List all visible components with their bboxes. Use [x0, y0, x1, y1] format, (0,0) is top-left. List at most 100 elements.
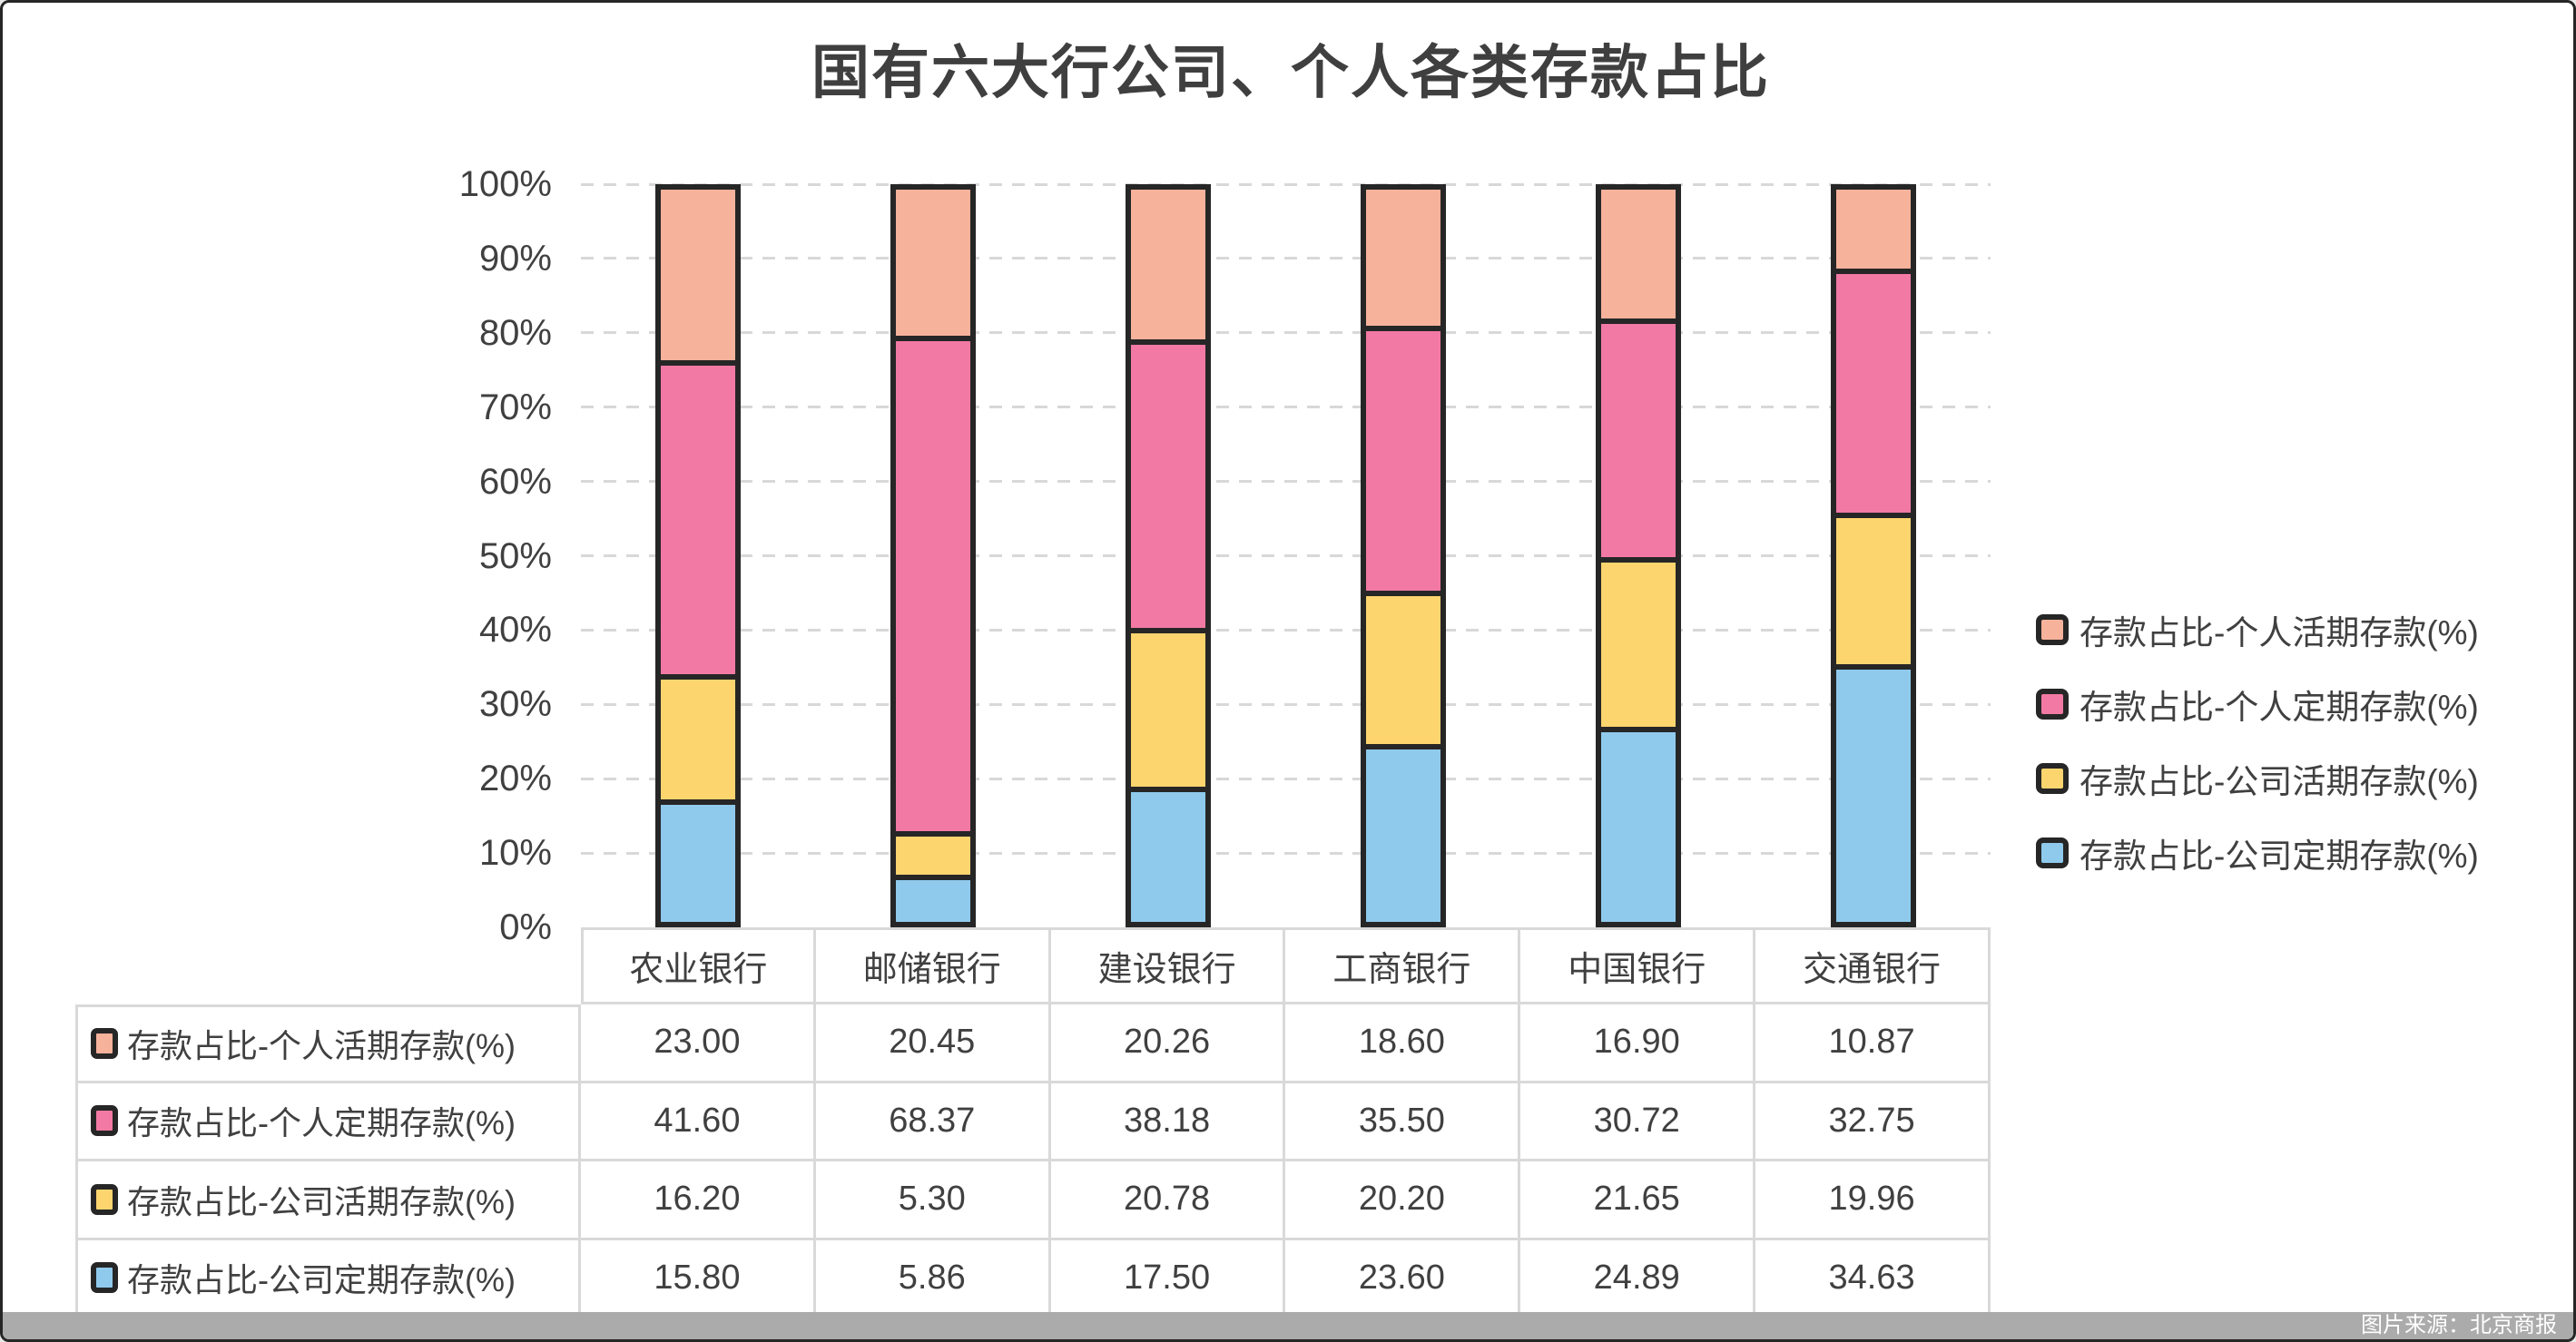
bar-segment — [1835, 663, 1911, 922]
chart-title: 国有六大行公司、个人各类存款占比 — [811, 40, 1770, 105]
table-row-label: 存款占比-个人定期存款(%) — [75, 1082, 581, 1161]
bar-segment — [1835, 269, 1911, 514]
row-marker-icon — [91, 1105, 118, 1137]
y-tick-label: 20% — [478, 759, 552, 799]
y-tick-label: 90% — [478, 238, 552, 279]
stacked-bar — [1126, 184, 1212, 927]
bar-segment — [661, 190, 736, 360]
table-header-cell: 交通银行 — [1755, 927, 1991, 1004]
table-value-cell: 10.87 — [1755, 1004, 1991, 1083]
stacked-bar — [1830, 184, 1916, 927]
legend: 存款占比-个人活期存款(%) 存款占比-个人定期存款(%) 存款占比-公司活期存款(… — [2036, 609, 2479, 906]
table-value-cell: 20.26 — [1050, 1004, 1286, 1083]
table-value-cell: 23.00 — [581, 1004, 816, 1083]
legend-swatch-icon — [2036, 689, 2069, 720]
table-row-label: 存款占比-公司活期存款(%) — [75, 1161, 581, 1240]
legend-label: 存款占比-公司活期存款(%) — [2079, 763, 2479, 800]
stacked-bar — [1595, 184, 1681, 927]
table-header-cell: 中国银行 — [1520, 927, 1756, 1004]
bar-segment — [1131, 787, 1206, 922]
legend-item: 存款占比-公司定期存款(%) — [2036, 832, 2479, 875]
table-value-cell: 5.30 — [815, 1161, 1051, 1240]
table-value-cell: 16.90 — [1520, 1004, 1756, 1083]
y-tick-label: 30% — [478, 684, 552, 725]
table-value-cell: 23.60 — [1285, 1239, 1521, 1318]
bar-segment — [1131, 627, 1206, 788]
table-header-cell: 建设银行 — [1050, 927, 1286, 1004]
legend-item: 存款占比-个人定期存款(%) — [2036, 683, 2479, 726]
watermark-strip: 图片来源：北京商报 — [3, 1312, 2573, 1339]
table-value-cell: 20.78 — [1050, 1161, 1286, 1240]
table-value-cell: 30.72 — [1520, 1082, 1756, 1161]
y-axis: 100% 90% 80% 70% 60% 50% 40% 30% 20% 10% 0% — [366, 164, 552, 947]
table-value-cell: 17.50 — [1050, 1239, 1286, 1318]
row-marker-icon — [91, 1183, 118, 1215]
bar-segment — [1131, 190, 1206, 340]
y-tick-label: 50% — [478, 535, 552, 576]
y-tick-label: 60% — [478, 461, 552, 502]
gridline — [581, 702, 1991, 706]
data-table: 农业银行 邮储银行 建设银行 工商银行 中国银行 交通银行 存款占比-个人活期存款(%) 23… — [75, 927, 1991, 1318]
y-tick-label: 40% — [478, 610, 552, 651]
bar-segment — [1600, 318, 1676, 558]
gridline — [581, 554, 1991, 557]
bar-segment — [1365, 591, 1440, 744]
gridline — [581, 331, 1991, 335]
bar-segment — [1600, 557, 1676, 728]
bar-segment — [1835, 513, 1911, 664]
table-value-cell: 5.86 — [815, 1239, 1051, 1318]
table-value-cell: 20.20 — [1285, 1161, 1521, 1240]
stacked-bar — [890, 184, 977, 927]
table-value-cell: 19.96 — [1755, 1161, 1991, 1240]
watermark-text: 图片来源：北京商报 — [2361, 1313, 2557, 1337]
plot-area — [581, 182, 1991, 927]
gridline — [581, 257, 1991, 260]
bar-segment — [896, 874, 971, 922]
gridline — [581, 480, 1991, 484]
table-header-cell: 农业银行 — [581, 927, 816, 1004]
y-tick-label: 0% — [499, 907, 552, 947]
legend-label: 存款占比-个人定期存款(%) — [2079, 689, 2479, 726]
gridline — [581, 851, 1991, 855]
bar-segment — [1365, 743, 1440, 923]
row-label-text: 存款占比-个人定期存款(%) — [127, 1104, 516, 1142]
legend-swatch-icon — [2036, 838, 2069, 868]
bar-segment — [661, 673, 736, 799]
row-marker-icon — [91, 1028, 118, 1060]
table-value-cell: 24.89 — [1520, 1239, 1756, 1318]
bar-segment — [896, 336, 971, 831]
row-label-text: 存款占比-公司定期存款(%) — [127, 1261, 516, 1299]
table-value-cell: 15.80 — [581, 1239, 816, 1318]
stacked-bar — [655, 184, 742, 927]
bar-segment — [1365, 190, 1440, 326]
bar-segment — [1835, 190, 1911, 269]
table-value-cell: 41.60 — [581, 1082, 816, 1161]
bar-segment — [661, 359, 736, 674]
bar-segment — [896, 830, 971, 875]
table-value-cell: 20.45 — [815, 1004, 1051, 1083]
gridline — [581, 406, 1991, 409]
y-tick-label: 70% — [478, 387, 552, 427]
table-value-cell: 16.20 — [581, 1161, 816, 1240]
gridline — [581, 777, 1991, 780]
gridline — [581, 182, 1991, 186]
table-row-label: 存款占比-公司定期存款(%) — [75, 1239, 581, 1318]
legend-swatch-icon — [2036, 763, 2069, 794]
table-header-cell: 工商银行 — [1285, 927, 1521, 1004]
stacked-bar — [1360, 184, 1446, 927]
table-corner — [75, 927, 581, 1004]
bar-segment — [1600, 727, 1676, 922]
table-value-cell: 32.75 — [1755, 1082, 1991, 1161]
legend-item: 存款占比-公司活期存款(%) — [2036, 758, 2479, 800]
gridline — [581, 628, 1991, 632]
bar-segment — [896, 190, 971, 337]
legend-swatch-icon — [2036, 614, 2069, 645]
table-value-cell: 35.50 — [1285, 1082, 1521, 1161]
table-value-cell: 34.63 — [1755, 1239, 1991, 1318]
row-label-text: 存款占比-公司活期存款(%) — [127, 1182, 516, 1220]
bar-segment — [1365, 325, 1440, 592]
table-row-label: 存款占比-个人活期存款(%) — [75, 1004, 581, 1083]
table-value-cell: 18.60 — [1285, 1004, 1521, 1083]
table-value-cell: 68.37 — [815, 1082, 1051, 1161]
